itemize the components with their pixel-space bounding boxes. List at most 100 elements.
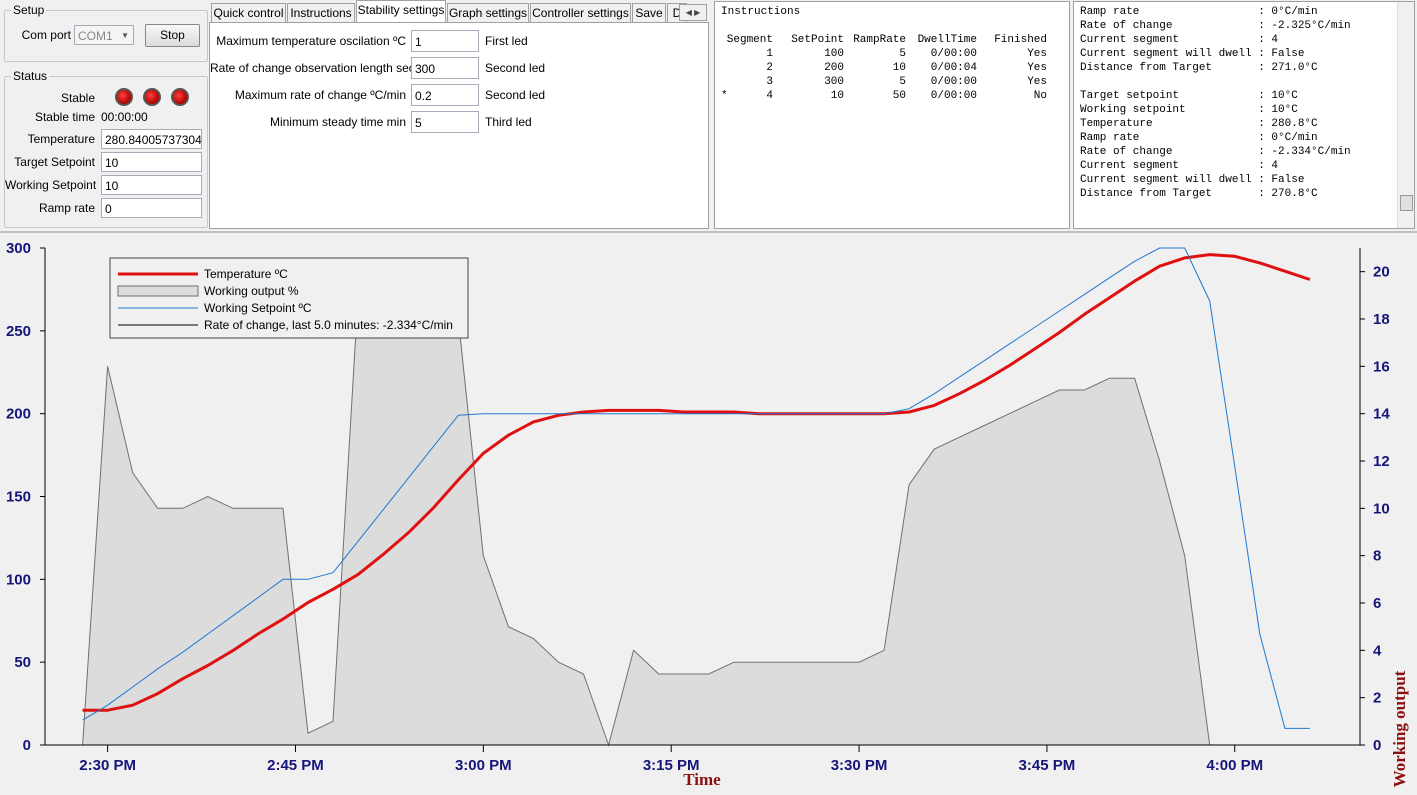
y-tick-label: 150	[6, 489, 31, 506]
cell: 0/00:00	[930, 90, 977, 102]
cell: 4	[766, 90, 773, 102]
y-tick-label: 250	[6, 323, 31, 340]
y2-tick-label: 12	[1373, 453, 1390, 470]
log-line: Current segment : 4	[1080, 34, 1279, 46]
chart: Time Working output 0 50 100 150 200 250 300 0 2…	[6, 240, 1409, 789]
column-header: Finished	[994, 34, 1047, 46]
label: Maximum temperature oscilation ºC	[216, 34, 406, 48]
cell: Yes	[1027, 62, 1047, 74]
tab-scroll[interactable]: ◀ ▶	[679, 4, 707, 21]
cell: 10	[892, 62, 906, 74]
column-header: SetPoint	[791, 34, 844, 46]
log-line: Rate of change : -2.334°C/min	[1080, 146, 1351, 158]
cell: 0/00:00	[930, 76, 977, 88]
tab-control: Quick control Instructions Stability setti…	[209, 0, 709, 230]
y-tick-label: 200	[6, 406, 31, 423]
text-box[interactable]: 10	[101, 175, 202, 195]
legend-label: Rate of change, last 5.0 minutes: -2.334…	[204, 318, 453, 332]
y2-tick-label: 0	[1373, 737, 1381, 754]
y2-axis-title: Working output	[1390, 670, 1409, 787]
led	[143, 88, 161, 106]
com-port-select[interactable]: COM1 ▼	[74, 25, 134, 45]
tab[interactable]: Stability settings	[356, 0, 446, 23]
x-tick-label: 2:30 PM	[79, 757, 136, 774]
cell: No	[1033, 90, 1047, 102]
log-panel: Ramp rate : 0°C/min Rate of change : -2.3…	[1073, 1, 1415, 229]
splitter	[0, 231, 1417, 233]
legend-label: Working output %	[204, 284, 299, 298]
tab[interactable]: Instructions	[287, 3, 355, 22]
y2-tick-label: 2	[1373, 690, 1381, 707]
y2-tick-label: 20	[1373, 264, 1390, 281]
area	[82, 293, 1211, 747]
cell: 200	[824, 62, 844, 74]
text-box[interactable]: 0	[101, 198, 202, 218]
log-line: Current segment will dwell : False	[1080, 174, 1305, 186]
stable-time: 00:00:00	[101, 110, 148, 124]
cell: Yes	[1027, 48, 1047, 60]
tab[interactable]: Controller settings	[530, 3, 631, 22]
cell: 5	[899, 48, 906, 60]
text-box[interactable]: 300	[411, 57, 479, 79]
x-tick-label: 3:15 PM	[643, 757, 700, 774]
tab[interactable]: Save	[632, 3, 666, 22]
tab[interactable]: Quick control	[211, 3, 286, 22]
instructions-panel: Instructions Segment SetPoint RampRate Dwel…	[714, 1, 1070, 229]
legend-swatch	[117, 285, 199, 297]
label: Maximum rate of change ºC/min	[234, 88, 406, 102]
cell: 50	[892, 90, 906, 102]
x-tick-label: 3:00 PM	[455, 757, 512, 774]
label: Ramp rate	[38, 201, 95, 215]
label: Rate of change observation length sec	[210, 61, 415, 75]
led	[171, 88, 189, 106]
y2-tick-label: 6	[1373, 595, 1381, 612]
led	[115, 88, 133, 106]
cell: Yes	[1027, 76, 1047, 88]
setup-group: Setup Com port COM1 ▼ Stop	[4, 3, 208, 62]
text-box[interactable]: 280.840057373047	[101, 129, 202, 149]
note: First led	[485, 34, 528, 48]
scrollbar[interactable]	[1397, 2, 1414, 228]
label: Stable time	[34, 110, 95, 124]
log-line: Ramp rate : 0°C/min	[1080, 132, 1318, 144]
log-line: Ramp rate : 0°C/min	[1080, 6, 1318, 18]
label: Stable	[60, 91, 95, 105]
label: Working Setpoint	[5, 178, 97, 192]
log-line: Rate of change : -2.325°C/min	[1080, 20, 1351, 32]
cell: 1	[766, 48, 773, 60]
group-title: Setup	[11, 3, 47, 17]
stop-button[interactable]: Stop	[145, 24, 200, 47]
log-line: Distance from Target : 271.0°C	[1080, 62, 1318, 74]
select-value: COM1	[78, 29, 113, 43]
cell: 0/00:00	[930, 48, 977, 60]
text-box[interactable]: 10	[101, 152, 202, 172]
label: Com port	[21, 28, 71, 42]
y-tick-label: 300	[6, 240, 31, 257]
label: Target Setpoint	[14, 155, 95, 169]
log-line: Target setpoint : 10°C	[1080, 90, 1298, 102]
log-line: Current segment : 4	[1080, 160, 1279, 172]
y-tick-label: 100	[6, 571, 31, 588]
tab[interactable]: Graph settings	[447, 3, 529, 22]
tab-page: Maximum temperature oscilation ºC 1 First …	[209, 22, 709, 229]
x-tick-label: 2:45 PM	[267, 757, 324, 774]
label: Temperature	[27, 132, 95, 146]
text-box[interactable]: 0.2	[411, 84, 479, 106]
status-group: Status Stable Stable time 00:00:00 Tempe…	[4, 69, 208, 228]
legend-label: Working Setpoint ºC	[204, 301, 312, 315]
column-header: RampRate	[853, 34, 906, 46]
cell: 10	[830, 90, 844, 102]
note: Third led	[485, 115, 532, 129]
text-box[interactable]: 5	[411, 111, 479, 133]
log-line: Current segment will dwell : False	[1080, 48, 1305, 60]
x-tick-label: 3:45 PM	[1019, 757, 1076, 774]
line	[82, 247, 1310, 729]
note: Second led	[485, 61, 546, 75]
y2-tick-label: 4	[1373, 642, 1382, 659]
y-tick-label: 50	[14, 654, 31, 671]
cell: 0/00:04	[930, 62, 977, 74]
log-line: Distance from Target : 270.8°C	[1080, 188, 1318, 200]
scroll-thumb[interactable]	[1400, 195, 1413, 211]
text-box[interactable]: 1	[411, 30, 479, 52]
